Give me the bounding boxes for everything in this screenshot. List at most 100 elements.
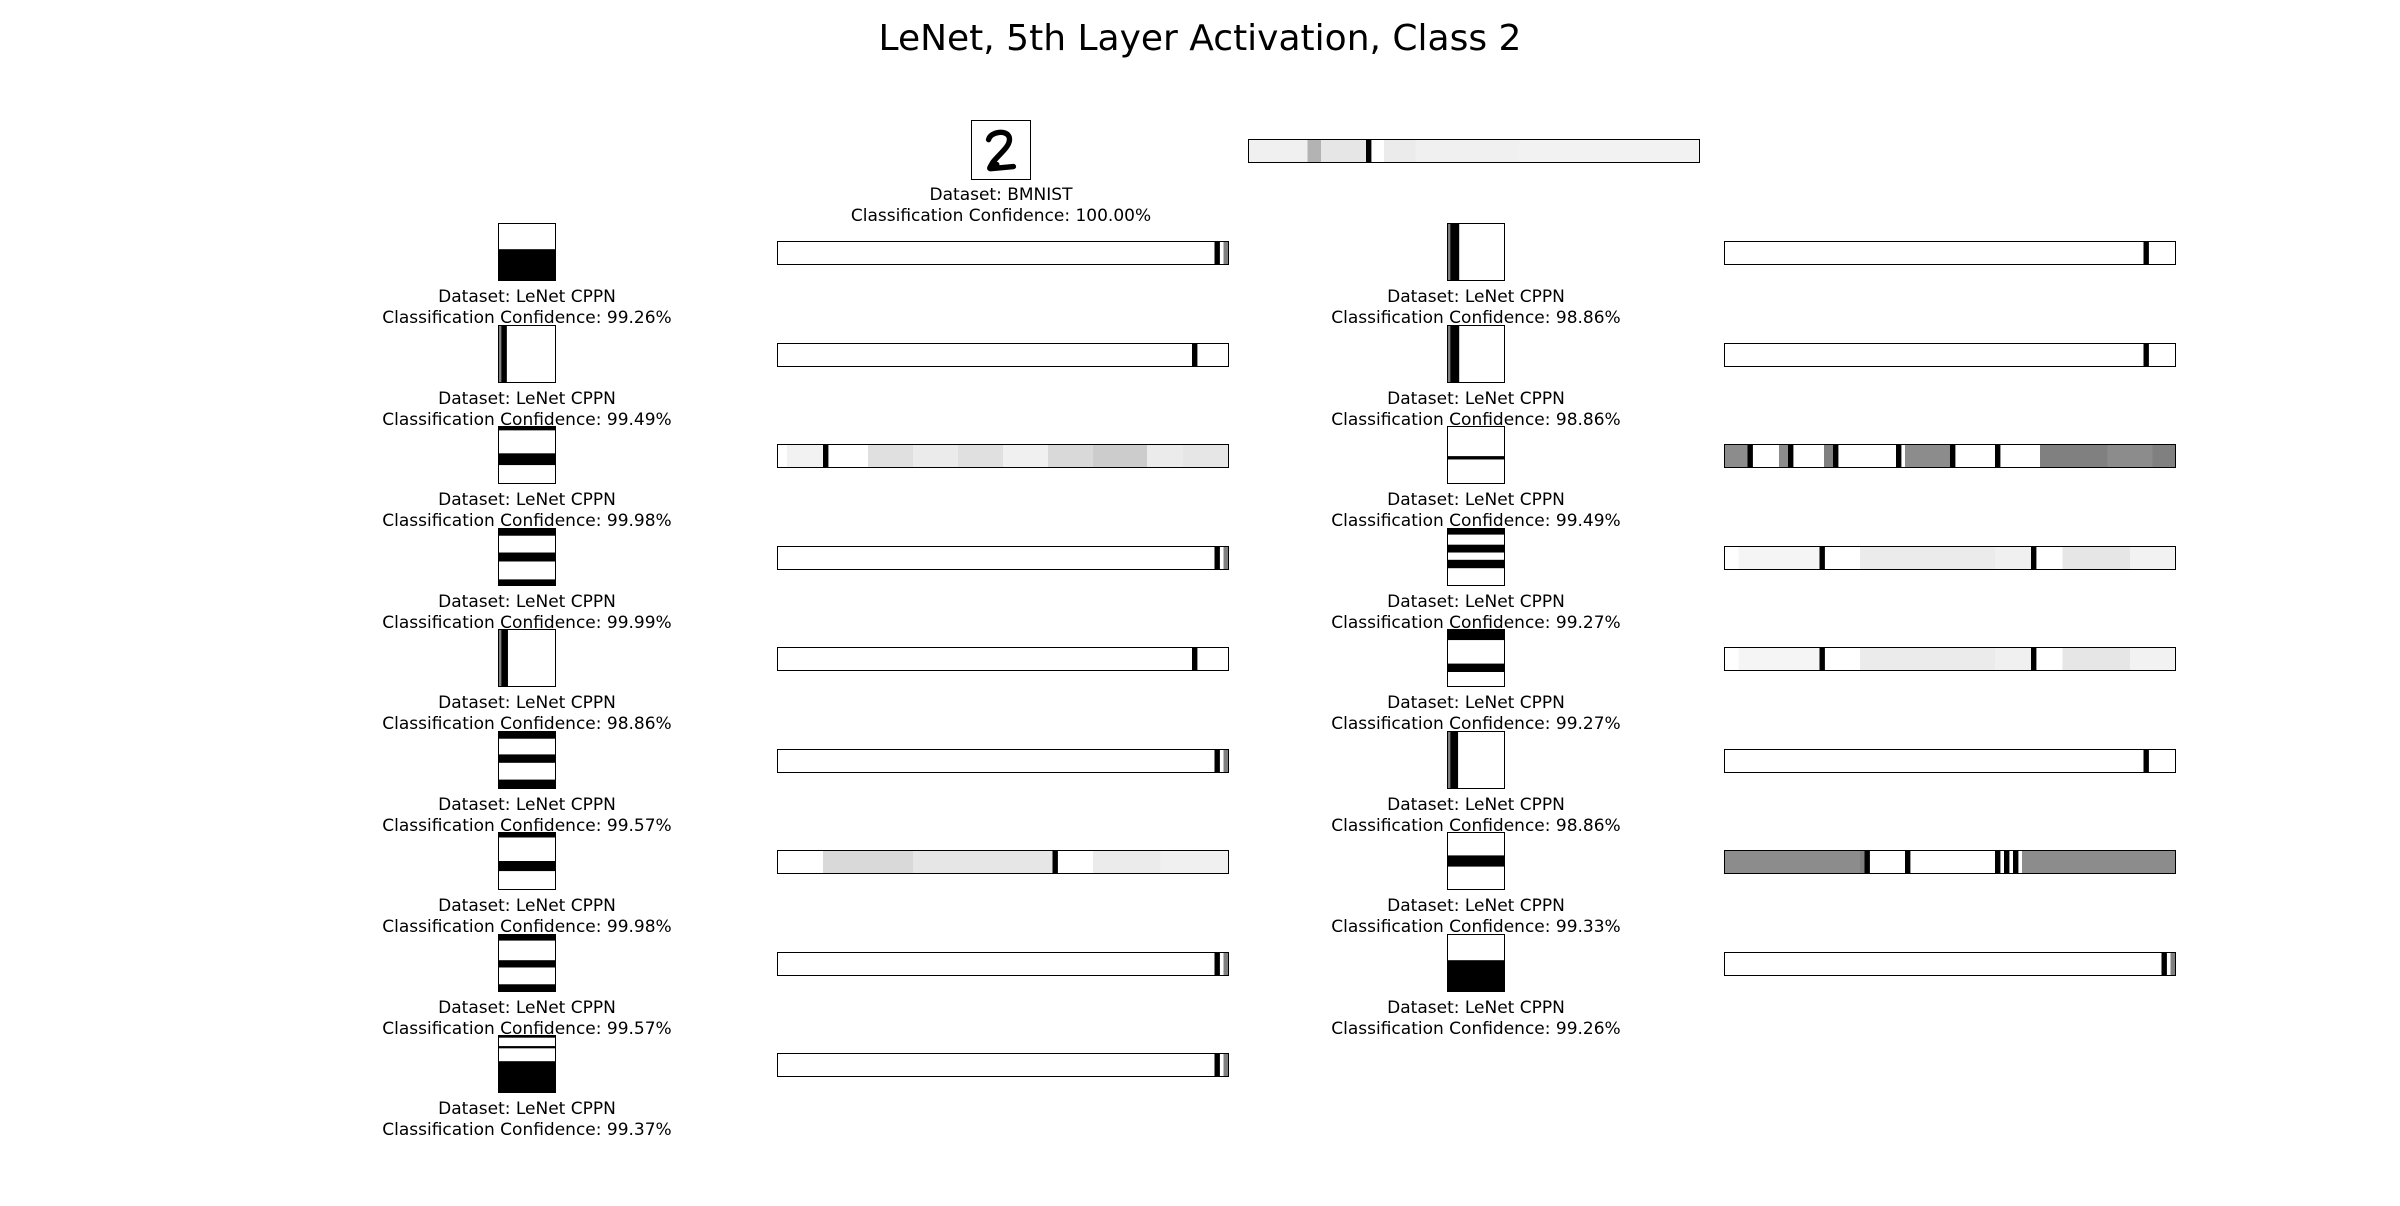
- sample-confidence-caption: Classification Confidence: 99.57%: [382, 815, 672, 836]
- sample-activation-strip: [777, 850, 1229, 874]
- activation-segment: [1223, 749, 1228, 772]
- activation-segment: [1819, 546, 1825, 569]
- activation-segment: [1214, 952, 1220, 975]
- pattern-band: [1448, 544, 1504, 553]
- pattern-band: [499, 1061, 555, 1092]
- sample-activation-strip: [1724, 545, 2176, 570]
- sample-confidence-caption: Classification Confidence: 99.98%: [382, 917, 672, 937]
- activation-segment: [1896, 445, 1902, 467]
- activation-segment: [1788, 445, 1794, 467]
- activation-segment: [1415, 140, 1474, 162]
- activation-svg: [1725, 851, 2175, 873]
- activation-svg: [2161, 952, 2175, 975]
- reference-confidence-caption: Classification Confidence: 100.00%: [850, 206, 1152, 226]
- cppn-pattern-svg: [1448, 630, 1504, 672]
- cppn-sample-thumbnail: [498, 223, 556, 281]
- activation-segment: [1905, 546, 1995, 569]
- activation-segment: [1366, 140, 1372, 162]
- activation-segment: [2161, 952, 2167, 975]
- sample-confidence-caption: Classification Confidence: 99.57%: [382, 1018, 672, 1039]
- sample-dataset-caption: Dataset: LeNet CPPN: [438, 287, 616, 307]
- activation-segment: [1860, 851, 1865, 873]
- cppn-sample-thumbnail: [1447, 629, 1505, 687]
- pattern-band: [1450, 325, 1460, 382]
- activation-segment: [1747, 445, 1753, 467]
- activation-segment: [1860, 648, 1905, 670]
- sample-activation-strip: [777, 241, 1229, 265]
- cppn-sample-thumbnail: [498, 324, 556, 383]
- pattern-band: [499, 1036, 555, 1038]
- activation-svg: [1214, 546, 1228, 569]
- activation-segment: [2143, 343, 2149, 366]
- pattern-band: [499, 959, 555, 967]
- pattern-band: [499, 934, 555, 941]
- activation-svg: [1192, 343, 1198, 366]
- activation-segment: [1738, 648, 1820, 670]
- sample-confidence-caption: Classification Confidence: 99.26%: [382, 308, 672, 328]
- cppn-pattern-svg: [1448, 456, 1504, 460]
- cppn-sample-thumbnail: [1447, 426, 1505, 484]
- activation-segment: [1214, 749, 1220, 772]
- cppn-sample-thumbnail: [498, 832, 556, 890]
- pattern-band: [1448, 663, 1504, 672]
- activation-segment: [2143, 242, 2149, 264]
- cppn-pattern-svg: [1448, 224, 1460, 280]
- sample-activation-strip: [777, 545, 1229, 570]
- activation-segment: [1676, 140, 1699, 162]
- pattern-band: [499, 249, 555, 280]
- activation-segment: [1003, 445, 1048, 467]
- cppn-sample-thumbnail: [498, 426, 556, 484]
- digit-two-glyph: [985, 129, 1017, 172]
- activation-segment: [1950, 445, 1956, 467]
- activation-svg: [1738, 546, 2175, 569]
- sample-dataset-caption: Dataset: LeNet CPPN: [1387, 388, 1565, 409]
- activation-segment: [1860, 546, 1905, 569]
- activation-segment: [2013, 851, 2019, 873]
- activation-segment: [1905, 648, 1995, 670]
- sample-dataset-caption: Dataset: LeNet CPPN: [1387, 896, 1565, 916]
- pattern-band: [499, 753, 555, 763]
- activation-segment: [1223, 952, 1228, 975]
- activation-segment: [1192, 343, 1198, 366]
- pattern-band: [499, 453, 555, 466]
- activation-segment: [1738, 546, 1820, 569]
- activation-svg: [1725, 445, 2175, 467]
- pattern-band: [499, 427, 555, 431]
- sample-confidence-caption: Classification Confidence: 99.27%: [1331, 714, 1621, 734]
- cppn-pattern-svg: [499, 528, 555, 585]
- activation-segment: [2085, 851, 2175, 873]
- cppn-pattern-svg: [499, 731, 555, 788]
- sample-confidence-caption: Classification Confidence: 99.99%: [382, 612, 672, 633]
- activation-segment: [1905, 851, 1911, 873]
- cppn-sample-thumbnail: [498, 933, 556, 992]
- activation-segment: [2170, 952, 2175, 975]
- activation-segment: [2130, 546, 2175, 569]
- activation-segment: [1995, 648, 2031, 670]
- activation-segment: [1905, 445, 1950, 467]
- sample-dataset-caption: Dataset: LeNet CPPN: [1387, 591, 1565, 612]
- pattern-band: [499, 325, 502, 382]
- activation-segment: [1586, 140, 1623, 162]
- sample-activation-strip: [1724, 241, 2176, 265]
- activation-segment: [1307, 140, 1321, 162]
- activation-segment: [1864, 851, 1870, 873]
- pattern-band: [1448, 959, 1504, 991]
- sample-activation-strip: [777, 748, 1229, 773]
- sample-activation-strip: [1724, 647, 2176, 671]
- activation-svg: [1249, 140, 1699, 162]
- activation-segment: [958, 445, 1003, 467]
- activation-segment: [823, 445, 829, 467]
- sample-confidence-caption: Classification Confidence: 98.86%: [1331, 308, 1621, 328]
- activation-segment: [1093, 851, 1161, 873]
- cppn-pattern-svg: [499, 934, 555, 991]
- pattern-band: [1448, 559, 1504, 568]
- pattern-band: [1450, 731, 1459, 788]
- activation-segment: [1223, 1054, 1228, 1076]
- pattern-band: [499, 528, 555, 536]
- sample-confidence-caption: Classification Confidence: 99.49%: [382, 409, 672, 430]
- pattern-band: [499, 552, 555, 561]
- activation-segment: [2107, 445, 2153, 467]
- activation-svg: [1192, 648, 1198, 670]
- sample-activation-strip: [1724, 850, 2176, 874]
- sample-confidence-caption: Classification Confidence: 98.86%: [382, 714, 672, 734]
